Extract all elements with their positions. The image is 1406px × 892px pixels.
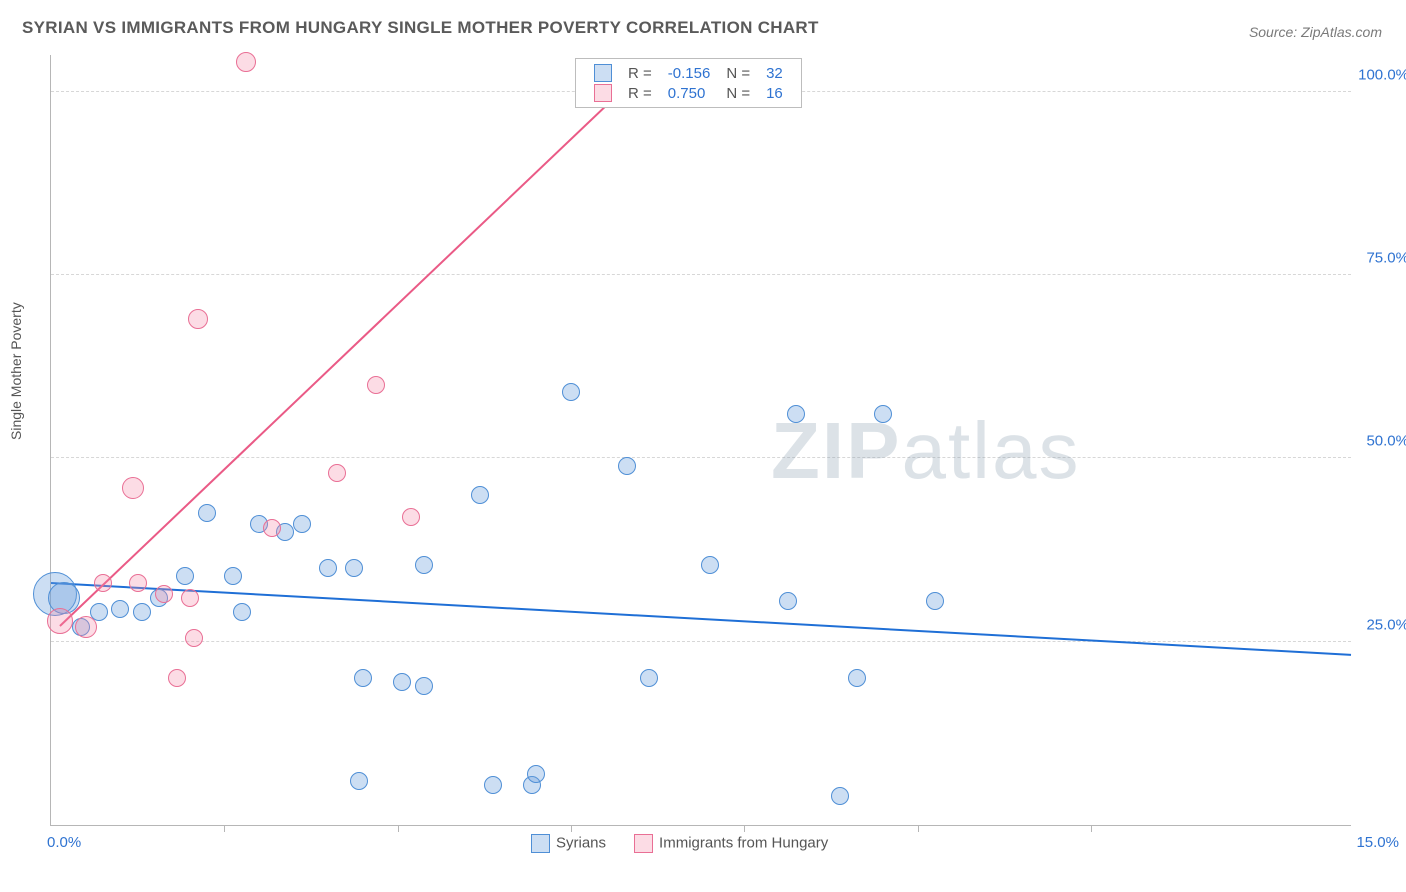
y-tick-label: 25.0%	[1366, 616, 1406, 633]
gridline	[51, 641, 1351, 642]
x-tick-label: 15.0%	[1356, 834, 1399, 851]
data-point	[185, 629, 203, 647]
data-point	[393, 673, 411, 691]
data-point	[471, 486, 489, 504]
data-point	[181, 589, 199, 607]
data-point	[75, 616, 97, 638]
data-point	[188, 309, 208, 329]
chart-source: Source: ZipAtlas.com	[1249, 24, 1382, 40]
watermark: ZIPatlas	[771, 405, 1080, 497]
data-point	[701, 556, 719, 574]
data-point	[293, 515, 311, 533]
data-point	[831, 787, 849, 805]
y-axis-label: Single Mother Poverty	[8, 302, 24, 440]
data-point	[236, 52, 256, 72]
data-point	[415, 677, 433, 695]
y-tick-label: 100.0%	[1358, 66, 1406, 83]
data-point	[319, 559, 337, 577]
data-point	[133, 603, 151, 621]
scatter-plot-area: 25.0%50.0%75.0%100.0%0.0%15.0%ZIPatlasR …	[50, 55, 1351, 826]
series-legend: Syrians Immigrants from Hungary	[531, 834, 828, 853]
x-tick	[571, 825, 572, 832]
x-tick	[1091, 825, 1092, 832]
gridline	[51, 457, 1351, 458]
data-point	[787, 405, 805, 423]
source-prefix: Source:	[1249, 24, 1301, 40]
data-point	[328, 464, 346, 482]
source-name: ZipAtlas.com	[1301, 24, 1382, 40]
data-point	[527, 765, 545, 783]
data-point	[122, 477, 144, 499]
data-point	[779, 592, 797, 610]
data-point	[415, 556, 433, 574]
data-point	[233, 603, 251, 621]
data-point	[484, 776, 502, 794]
data-point	[618, 457, 636, 475]
chart-title: SYRIAN VS IMMIGRANTS FROM HUNGARY SINGLE…	[22, 18, 819, 38]
legend-item: Immigrants from Hungary	[634, 834, 828, 853]
data-point	[926, 592, 944, 610]
correlation-legend: R =-0.156N =32R =0.750N =16	[575, 58, 802, 108]
data-point	[874, 405, 892, 423]
data-point	[562, 383, 580, 401]
data-point	[640, 669, 658, 687]
data-point	[367, 376, 385, 394]
x-tick	[398, 825, 399, 832]
data-point	[402, 508, 420, 526]
data-point	[345, 559, 363, 577]
data-point	[111, 600, 129, 618]
data-point	[198, 504, 216, 522]
data-point	[350, 772, 368, 790]
data-point	[354, 669, 372, 687]
data-point	[263, 519, 281, 537]
x-tick-label: 0.0%	[47, 834, 81, 851]
data-point	[47, 608, 73, 634]
y-tick-label: 75.0%	[1366, 250, 1406, 267]
data-point	[155, 585, 173, 603]
data-point	[848, 669, 866, 687]
data-point	[168, 669, 186, 687]
data-point	[94, 574, 112, 592]
x-tick	[224, 825, 225, 832]
y-tick-label: 50.0%	[1366, 433, 1406, 450]
x-tick	[918, 825, 919, 832]
trendline	[59, 68, 646, 627]
data-point	[176, 567, 194, 585]
data-point	[224, 567, 242, 585]
gridline	[51, 274, 1351, 275]
data-point	[129, 574, 147, 592]
x-tick	[744, 825, 745, 832]
legend-item: Syrians	[531, 834, 606, 853]
